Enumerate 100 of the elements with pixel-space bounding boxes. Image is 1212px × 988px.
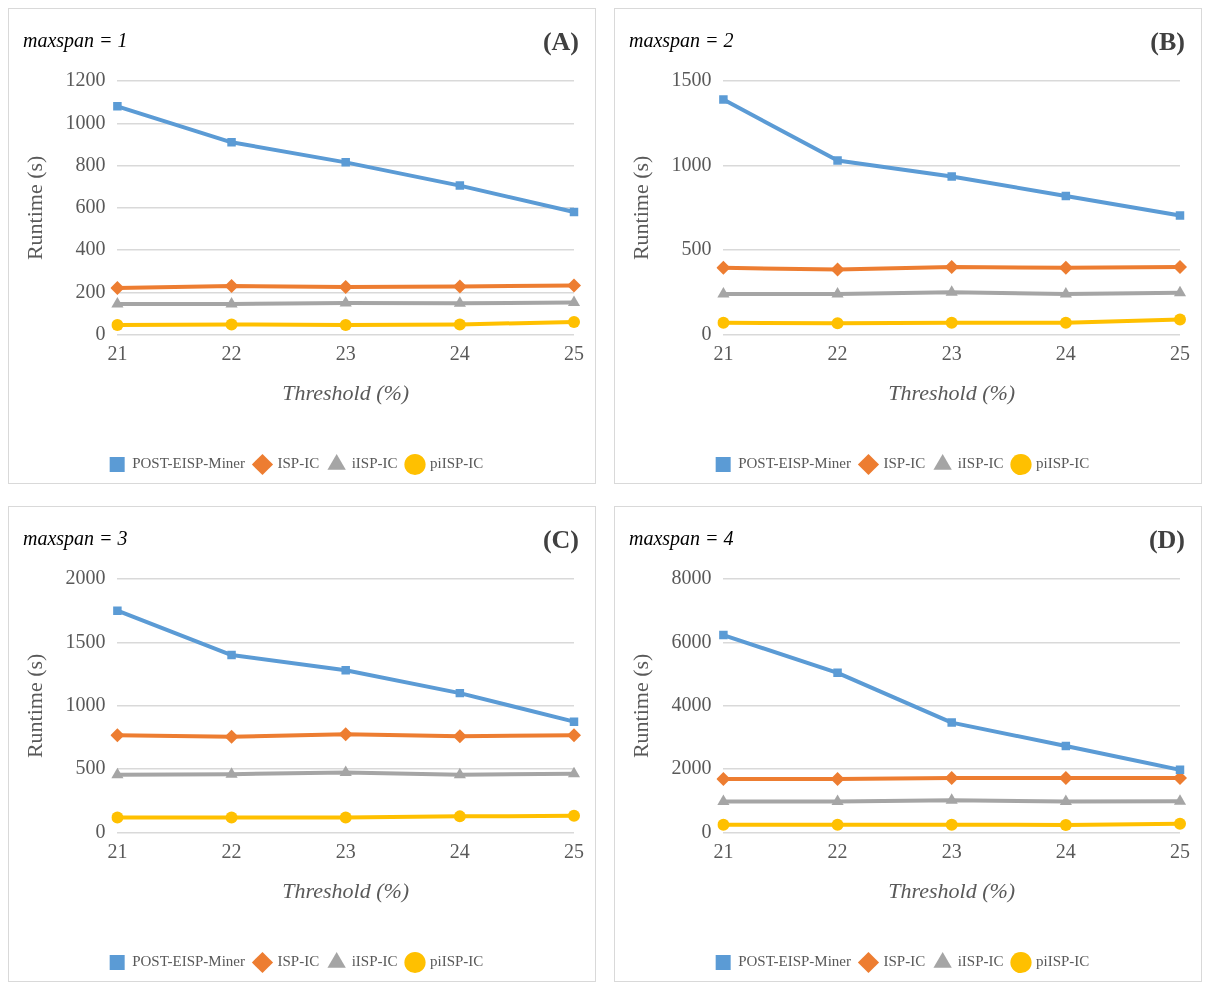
x-tick-label: 25: [564, 839, 584, 862]
y-tick-label: 1500: [671, 68, 712, 91]
x-tick-label: 25: [1170, 341, 1190, 364]
x-tick-label: 25: [1170, 839, 1190, 862]
x-tick-label: 22: [221, 839, 242, 862]
point: [1173, 285, 1187, 297]
point: [945, 793, 958, 804]
point: [110, 281, 125, 296]
y-axis-title: Runtime (s): [21, 155, 47, 261]
point: [225, 318, 238, 331]
point: [113, 606, 122, 615]
text: (B): [1150, 27, 1185, 57]
y-tick-label: 1200: [65, 68, 106, 91]
x-tick-label: 21: [107, 341, 128, 364]
point: [945, 285, 958, 296]
point: [717, 818, 730, 831]
legend-label: POST-EISP-Miner: [132, 953, 245, 970]
y-tick-label: 400: [75, 237, 106, 260]
x-tick-label: 24: [1055, 341, 1076, 364]
y-tick-label: 6000: [671, 629, 712, 652]
point: [338, 280, 353, 295]
point: [338, 727, 353, 742]
legend-label: iISP-IC: [957, 455, 1004, 472]
y-tick-label: 0: [95, 819, 106, 842]
legend-label: ISP-IC: [883, 953, 926, 970]
legend-label: piISP-IC: [429, 455, 484, 472]
point: [452, 279, 467, 294]
point: [1058, 260, 1073, 275]
y-axis-title: Runtime (s): [627, 653, 653, 759]
point: [339, 295, 352, 307]
point: [947, 172, 956, 181]
y-tick-label: 1000: [65, 693, 106, 716]
point: [719, 95, 728, 104]
x-axis-title: Threshold (%): [282, 877, 410, 903]
x-tick-label: 23: [941, 839, 962, 862]
point: [111, 296, 124, 308]
y-axis-title: Runtime (s): [627, 155, 653, 261]
point: [716, 772, 731, 787]
x-tick-label: 23: [335, 341, 356, 364]
x-tick-label: 21: [713, 341, 734, 364]
x-axis-title: Threshold (%): [888, 379, 1016, 405]
point: [339, 811, 352, 824]
point: [225, 811, 238, 824]
legend-label: POST-EISP-Miner: [738, 953, 851, 970]
y-tick-label: 500: [75, 756, 106, 779]
point: [227, 138, 236, 147]
legend-label: piISP-IC: [429, 953, 484, 970]
text: (C): [542, 525, 579, 555]
point: [569, 717, 579, 726]
point: [945, 818, 958, 831]
y-tick-label: 200: [75, 279, 106, 302]
point: [455, 181, 465, 190]
y-tick-label: 500: [681, 237, 712, 260]
y-tick-label: 8000: [671, 566, 712, 589]
point: [1173, 794, 1187, 805]
x-tick-label: 22: [827, 839, 848, 862]
legend-label: iISP-IC: [957, 953, 1004, 970]
point: [567, 278, 581, 293]
legend-label: ISP-IC: [277, 953, 320, 970]
legend-label: ISP-IC: [883, 455, 926, 472]
y-tick-label: 4000: [671, 693, 712, 716]
x-tick-label: 23: [941, 341, 962, 364]
point: [567, 766, 581, 778]
x-tick-label: 21: [107, 839, 128, 862]
point: [224, 278, 239, 293]
x-tick-label: 25: [564, 341, 584, 364]
point: [717, 316, 730, 329]
chart-title: maxspan = 4: [629, 527, 734, 550]
point: [452, 729, 467, 744]
y-tick-label: 1000: [671, 152, 712, 175]
x-tick-label: 21: [713, 839, 734, 862]
y-tick-label: 2000: [671, 756, 712, 779]
y-tick-label: 0: [701, 819, 712, 842]
point: [719, 630, 728, 640]
x-tick-label: 24: [449, 839, 470, 862]
text: (D): [1148, 525, 1185, 555]
x-tick-label: 22: [221, 341, 242, 364]
x-tick-label: 24: [449, 341, 470, 364]
point: [341, 666, 350, 675]
y-tick-label: 0: [95, 321, 106, 344]
point: [830, 262, 845, 277]
legend-label: ISP-IC: [277, 455, 320, 472]
point: [567, 728, 581, 743]
legend-label: piISP-IC: [1035, 953, 1090, 970]
point: [341, 158, 350, 167]
y-tick-label: 1000: [65, 110, 106, 133]
point: [717, 287, 730, 298]
text: (A): [542, 27, 579, 57]
point: [944, 259, 959, 274]
point: [224, 729, 239, 744]
x-axis-title: Threshold (%): [282, 379, 410, 405]
point: [225, 767, 238, 778]
point: [110, 728, 125, 743]
legend-label: iISP-IC: [351, 455, 398, 472]
point: [717, 794, 730, 806]
point: [945, 316, 958, 329]
point: [1175, 211, 1185, 220]
y-tick-label: 800: [75, 152, 106, 175]
y-axis-title: Runtime (s): [21, 653, 47, 759]
point: [1174, 817, 1186, 830]
